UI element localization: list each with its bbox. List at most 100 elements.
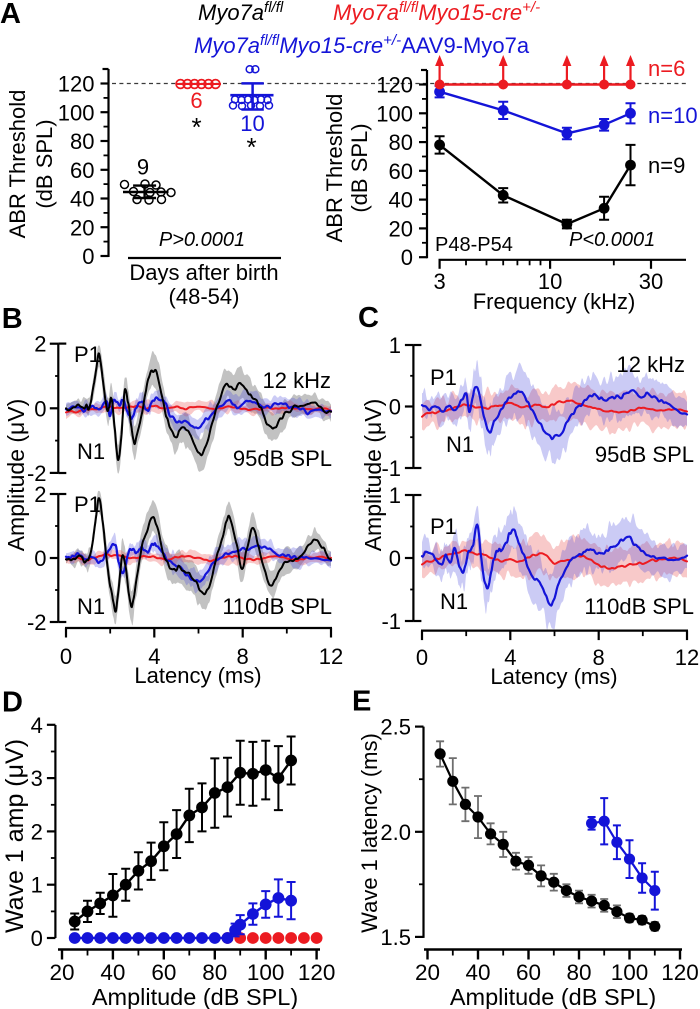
- svg-text:20: 20: [389, 216, 413, 241]
- svg-text:-2: -2: [27, 461, 47, 486]
- svg-text:95dB SPL: 95dB SPL: [233, 446, 332, 471]
- svg-text:8: 8: [237, 644, 249, 669]
- svg-text:30: 30: [639, 269, 663, 294]
- svg-text:12: 12: [675, 645, 699, 670]
- svg-text:6: 6: [190, 88, 202, 113]
- svg-text:100: 100: [58, 100, 95, 125]
- svg-text:0: 0: [34, 396, 46, 421]
- svg-text:60: 60: [151, 960, 176, 985]
- svg-text:100: 100: [376, 101, 413, 126]
- svg-text:-2: -2: [27, 610, 47, 635]
- svg-text:B: B: [2, 303, 23, 335]
- svg-text:*: *: [246, 132, 256, 162]
- svg-text:12 kHz: 12 kHz: [263, 368, 331, 393]
- svg-text:Amplitude (dB SPL): Amplitude (dB SPL): [450, 984, 656, 1009]
- svg-text:Amplitude (μV): Amplitude (μV): [360, 399, 386, 552]
- svg-text:0: 0: [416, 645, 428, 670]
- svg-text:2.0: 2.0: [380, 820, 411, 845]
- svg-text:N1: N1: [446, 432, 474, 457]
- svg-text:120: 120: [298, 960, 336, 985]
- svg-text:2: 2: [31, 819, 43, 844]
- svg-text:P1: P1: [430, 514, 457, 539]
- svg-text:Wave 1 latency (ms): Wave 1 latency (ms): [357, 733, 382, 933]
- svg-text:2: 2: [34, 332, 46, 357]
- svg-text:Amplitude (μV): Amplitude (μV): [3, 399, 29, 552]
- svg-text:-1: -1: [381, 456, 401, 481]
- svg-text:E: E: [352, 686, 371, 718]
- svg-text:1: 1: [389, 333, 401, 358]
- svg-text:20: 20: [49, 960, 74, 985]
- svg-text:120: 120: [58, 72, 95, 97]
- svg-text:60: 60: [516, 960, 541, 985]
- svg-text:1.5: 1.5: [380, 925, 411, 950]
- svg-text:Wave 1 amp (μV): Wave 1 amp (μV): [1, 739, 29, 933]
- svg-text:(48-54): (48-54): [169, 284, 240, 309]
- svg-text:0: 0: [60, 644, 72, 669]
- svg-text:0: 0: [82, 244, 94, 269]
- svg-text:100: 100: [611, 960, 649, 985]
- svg-text:110dB SPL: 110dB SPL: [222, 594, 332, 619]
- svg-text:Myo7afl/flMyo15-cre+/-AAV9-Myo: Myo7afl/flMyo15-cre+/-AAV9-Myo7a: [194, 32, 530, 58]
- svg-text:N1: N1: [77, 439, 105, 464]
- svg-text:0: 0: [401, 245, 413, 270]
- svg-text:40: 40: [389, 188, 413, 213]
- svg-text:n=10: n=10: [648, 103, 698, 128]
- svg-text:Myo7afl/flMyo15-cre+/-: Myo7afl/flMyo15-cre+/-: [333, 0, 540, 25]
- svg-text:D: D: [2, 687, 23, 719]
- svg-text:4: 4: [148, 644, 160, 669]
- svg-text:80: 80: [202, 960, 227, 985]
- svg-text:P1: P1: [430, 365, 457, 390]
- svg-text:12 kHz: 12 kHz: [617, 352, 685, 377]
- svg-text:Amplitude (dB SPL): Amplitude (dB SPL): [92, 984, 298, 1009]
- svg-text:Days after birth: Days after birth: [129, 260, 278, 285]
- svg-text:(dB SPL): (dB SPL): [32, 119, 57, 208]
- svg-text:60: 60: [70, 158, 94, 183]
- svg-text:40: 40: [100, 960, 125, 985]
- svg-text:80: 80: [389, 130, 413, 155]
- svg-text:40: 40: [70, 187, 94, 212]
- svg-text:80: 80: [70, 129, 94, 154]
- svg-text:12: 12: [319, 644, 343, 669]
- svg-text:P>0.0001: P>0.0001: [159, 229, 245, 251]
- svg-text:A: A: [0, 0, 21, 30]
- svg-text:8: 8: [593, 645, 605, 670]
- svg-text:4: 4: [504, 645, 516, 670]
- svg-text:Frequency (kHz): Frequency (kHz): [473, 289, 636, 314]
- svg-text:120: 120: [661, 960, 699, 985]
- svg-text:0: 0: [34, 546, 46, 571]
- svg-text:n=6: n=6: [648, 56, 685, 81]
- svg-text:3: 3: [433, 269, 445, 294]
- svg-text:P1: P1: [74, 492, 101, 517]
- svg-text:20: 20: [415, 960, 440, 985]
- svg-text:1: 1: [389, 483, 401, 508]
- svg-text:95dB SPL: 95dB SPL: [595, 442, 694, 467]
- svg-text:0: 0: [31, 926, 43, 951]
- svg-text:Latency (ms): Latency (ms): [134, 663, 261, 688]
- svg-text:ABR Threshold: ABR Threshold: [322, 94, 347, 243]
- svg-text:3: 3: [31, 766, 43, 791]
- svg-text:P1: P1: [74, 342, 101, 367]
- svg-text:20: 20: [70, 215, 94, 240]
- svg-text:ABR Threshold: ABR Threshold: [5, 90, 30, 239]
- svg-text:110dB SPL: 110dB SPL: [584, 594, 694, 619]
- svg-text:n=9: n=9: [648, 153, 685, 178]
- svg-text:4: 4: [31, 713, 43, 738]
- svg-text:0: 0: [389, 395, 401, 420]
- svg-text:1: 1: [31, 873, 43, 898]
- svg-text:2: 2: [34, 482, 46, 507]
- svg-text:(dB SPL): (dB SPL): [347, 123, 372, 212]
- svg-text:P<0.0001: P<0.0001: [569, 229, 655, 251]
- svg-text:40: 40: [465, 960, 490, 985]
- svg-text:Latency (ms): Latency (ms): [490, 664, 617, 689]
- svg-text:C: C: [358, 302, 379, 334]
- svg-text:P48-P54: P48-P54: [435, 234, 513, 256]
- svg-text:10: 10: [240, 111, 264, 136]
- svg-text:100: 100: [247, 960, 285, 985]
- svg-text:N1: N1: [77, 594, 105, 619]
- svg-text:80: 80: [566, 960, 591, 985]
- svg-text:2.5: 2.5: [380, 715, 411, 740]
- svg-text:60: 60: [389, 159, 413, 184]
- svg-text:10: 10: [538, 269, 562, 294]
- svg-text:-1: -1: [381, 609, 401, 634]
- svg-text:*: *: [191, 112, 201, 142]
